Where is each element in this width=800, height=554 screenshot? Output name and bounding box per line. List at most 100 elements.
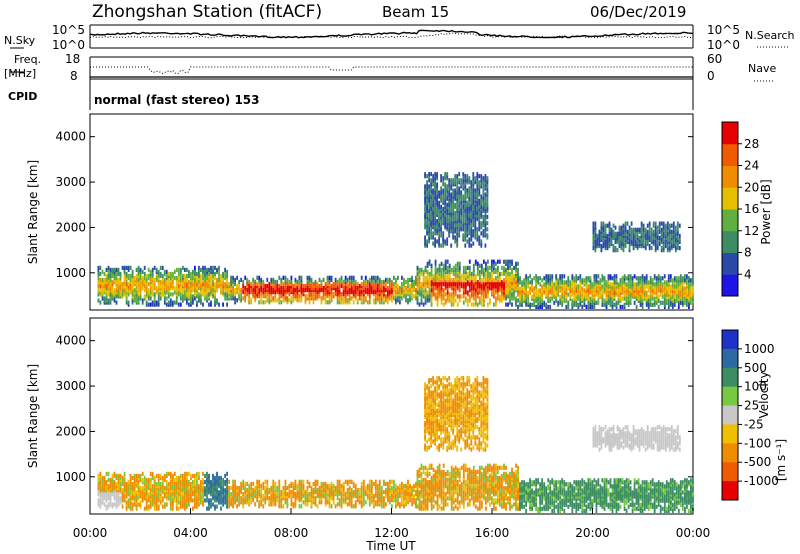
echo-cell <box>434 196 436 201</box>
echo-cell <box>121 488 124 493</box>
echo-cell <box>483 267 485 272</box>
echo-cell <box>374 275 377 280</box>
echo-cell <box>434 194 436 199</box>
echo-cell <box>318 283 321 289</box>
echo-cell <box>434 172 436 177</box>
echo-cell <box>151 300 154 305</box>
echo-cell <box>632 244 635 249</box>
echo-cell <box>332 292 335 297</box>
echo-cell <box>380 300 383 305</box>
echo-cell <box>314 288 317 293</box>
echo-cell <box>620 231 623 236</box>
echo-cell <box>466 290 469 295</box>
echo-cell <box>318 288 321 293</box>
echo-cell <box>452 225 455 230</box>
echo-cell <box>466 221 469 226</box>
echo-cell <box>244 290 247 295</box>
echo-cell <box>659 284 662 289</box>
echo-cell <box>608 241 611 247</box>
echo-cell <box>587 276 590 281</box>
echo-cell <box>456 196 459 201</box>
echo-cell <box>117 484 120 489</box>
echo-cell <box>619 282 622 287</box>
echo-cell <box>188 492 190 497</box>
echo-cell <box>358 283 361 289</box>
echo-cell <box>206 276 208 281</box>
echo-cell <box>605 280 608 285</box>
echo-cell <box>432 217 434 222</box>
echo-cell <box>202 265 204 270</box>
echo-cell <box>468 241 471 246</box>
echo-cell <box>200 492 202 497</box>
echo-cell <box>115 267 118 272</box>
echo-cell <box>366 283 369 289</box>
echo-cell <box>208 267 210 272</box>
echo-cell <box>593 288 596 293</box>
echo-cell <box>476 265 479 270</box>
echo-cell <box>547 296 550 301</box>
echo-cell <box>105 296 108 301</box>
echo-cell <box>171 473 174 478</box>
echo-cell <box>418 288 421 293</box>
echo-cell <box>444 298 447 303</box>
echo-cell <box>440 286 443 291</box>
echo-cell <box>426 290 429 295</box>
echo-cell <box>519 302 521 307</box>
echo-cell <box>165 502 168 507</box>
echo-cell <box>424 241 426 246</box>
echo-cell <box>226 269 228 274</box>
echo-cell <box>454 202 457 207</box>
echo-cell <box>111 273 114 279</box>
echo-cell <box>438 241 440 246</box>
echo-cell <box>525 274 527 279</box>
echo-cell <box>491 290 493 295</box>
echo-cell <box>579 292 582 297</box>
echo-cell <box>624 244 627 249</box>
echo-cell <box>631 276 634 281</box>
echo-cell <box>125 500 128 505</box>
echo-cell <box>495 302 497 307</box>
echo-cell <box>179 486 182 491</box>
echo-cell <box>161 504 164 509</box>
echo-cell <box>173 269 176 274</box>
echo-cell <box>198 502 200 507</box>
echo-cell <box>426 261 429 266</box>
echo-cell <box>517 298 519 303</box>
echo-cell <box>527 284 529 289</box>
echo-cell <box>517 278 519 283</box>
echo-cell <box>621 280 624 285</box>
echo-cell <box>491 259 493 264</box>
echo-cell <box>250 281 253 287</box>
echo-cell <box>611 282 614 287</box>
echo-cell <box>442 235 445 240</box>
echo-cell <box>585 280 588 285</box>
echo-cell <box>539 304 541 309</box>
echo-cell <box>470 302 473 307</box>
echo-cell <box>563 280 566 285</box>
echo-cell <box>450 184 453 189</box>
echo-cell <box>135 273 138 279</box>
echo-cell <box>456 294 459 299</box>
echo-cell <box>468 237 471 242</box>
echo-cell <box>622 244 625 249</box>
echo-cell <box>454 221 457 226</box>
echo-cell <box>169 506 172 511</box>
echo-cell <box>405 298 407 303</box>
echo-cell <box>505 302 507 307</box>
echo-cell <box>484 174 487 179</box>
echo-cell <box>340 292 343 297</box>
echo-cell <box>401 288 403 293</box>
echo-cell <box>97 490 100 495</box>
echo-cell <box>595 300 598 305</box>
echo-cell <box>99 288 102 293</box>
echo-cell <box>448 182 451 187</box>
echo-cell <box>446 196 449 201</box>
echo-cell <box>690 296 692 301</box>
echo-cell <box>476 261 479 266</box>
echo-cell <box>614 231 617 236</box>
echo-cell <box>310 283 313 289</box>
echo-cell <box>105 504 108 509</box>
echo-cell <box>482 184 485 189</box>
echo-cell <box>642 227 645 232</box>
freq-tick-top: 18 <box>65 52 80 66</box>
